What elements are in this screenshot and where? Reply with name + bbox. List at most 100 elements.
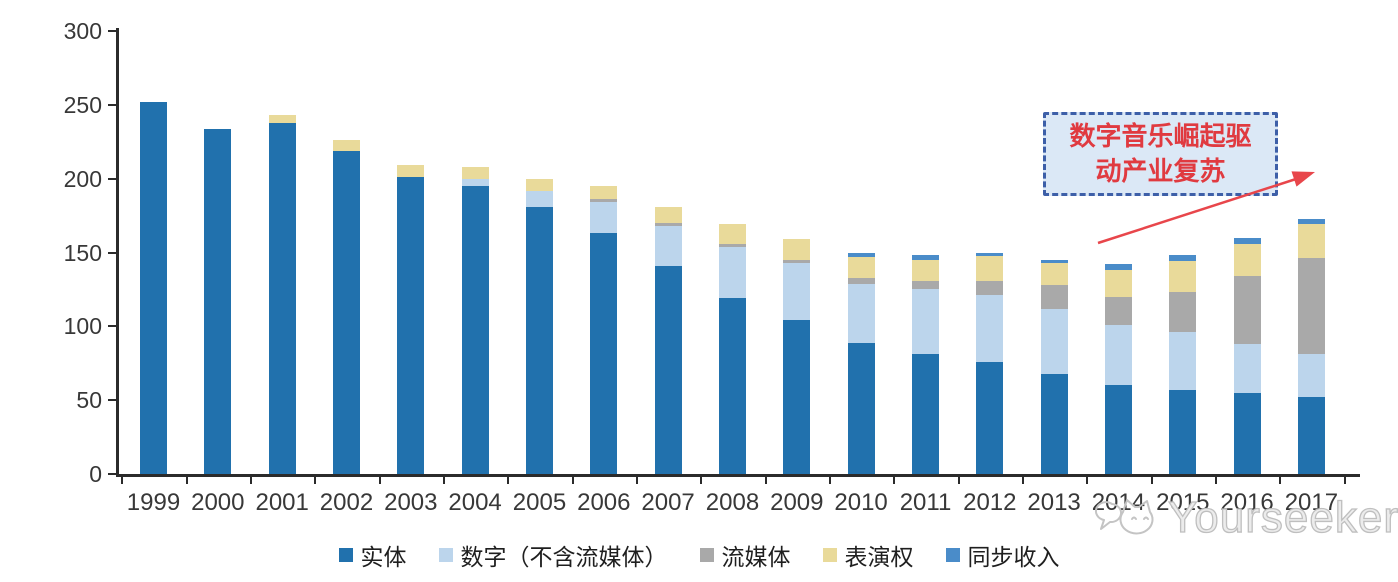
bar-2009	[783, 239, 811, 474]
bar-segment	[526, 178, 553, 191]
x-axis-label: 2011	[899, 489, 952, 516]
y-axis-tick-label: 300	[63, 18, 102, 44]
bar-segment	[1233, 243, 1261, 277]
bar-segment	[1233, 344, 1261, 393]
bar-segment	[140, 101, 167, 474]
bar-segment	[1040, 308, 1068, 374]
bar-segment	[590, 202, 618, 234]
annotation-text-line1: 数字音乐崛起驱	[1069, 121, 1252, 151]
bar-2001	[268, 115, 296, 474]
y-axis-tick	[108, 177, 116, 180]
x-axis-tick	[1343, 477, 1346, 484]
x-axis-tick	[893, 477, 896, 484]
watermark: Yourseeker	[1090, 486, 1398, 550]
bar-segment	[1169, 389, 1197, 474]
bar-segment	[590, 233, 618, 474]
bar-segment	[1104, 270, 1132, 297]
bar-segment	[268, 115, 296, 123]
x-axis-tick	[378, 477, 381, 484]
x-axis-tick	[314, 477, 317, 484]
bar-segment	[654, 225, 682, 266]
x-axis-tick	[829, 477, 831, 484]
bar-segment	[333, 150, 360, 474]
legend-label: 表演权	[844, 544, 914, 570]
bar-segment	[1169, 292, 1197, 333]
x-axis-tick	[1279, 477, 1282, 484]
bar-segment	[333, 140, 360, 151]
bar-segment	[912, 289, 939, 355]
legend-label: 同步收入	[967, 544, 1060, 570]
bar-segment	[1040, 373, 1068, 474]
bar-segment	[719, 246, 746, 299]
bar-segment	[1297, 218, 1325, 225]
bar-segment	[1040, 259, 1068, 263]
bar-segment	[526, 206, 553, 474]
x-axis-label: 2010	[834, 489, 888, 516]
bar-segment	[397, 177, 425, 474]
legend-label: 数字（不含流媒体）	[460, 544, 668, 570]
x-axis-tick	[1214, 477, 1217, 484]
watermark-text: Yourseeker	[1167, 492, 1398, 542]
bar-segment	[847, 252, 875, 257]
x-axis-label: 2015	[1156, 489, 1210, 516]
y-axis-tick-label: 0	[89, 461, 102, 487]
y-axis-tick	[108, 473, 116, 475]
y-axis-line	[116, 28, 119, 477]
x-axis-tick	[250, 477, 252, 484]
bar-segment	[912, 259, 939, 281]
x-axis-tick	[185, 477, 188, 484]
bar-segment	[783, 259, 811, 263]
bar-segment	[654, 265, 682, 474]
bar-segment	[847, 256, 875, 278]
bar-2003	[397, 165, 425, 474]
bar-segment	[976, 280, 1004, 296]
bar-segment	[461, 186, 489, 474]
x-axis-tick	[1086, 477, 1089, 484]
bar-segment	[1169, 255, 1197, 262]
bar-segment	[397, 165, 425, 178]
bar-2015	[1169, 255, 1197, 474]
y-axis-tick	[108, 30, 116, 32]
y-axis-tick	[108, 103, 116, 106]
bar-segment	[976, 295, 1004, 362]
x-axis-label: 2017	[1284, 489, 1339, 516]
bar-segment	[1233, 276, 1261, 345]
bar-segment	[912, 354, 939, 474]
legend-item: 流媒体	[699, 538, 791, 572]
bar-segment	[719, 298, 746, 474]
bar-2007	[654, 206, 682, 474]
x-axis-tick	[764, 477, 767, 484]
x-axis-label: 2002	[319, 489, 374, 516]
bar-segment	[847, 277, 875, 284]
bar-2000	[204, 128, 232, 474]
x-axis-tick	[1150, 477, 1153, 484]
bar-2017	[1297, 218, 1325, 474]
bar-segment	[976, 252, 1004, 256]
bar-1999	[140, 101, 167, 474]
bar-2004	[461, 166, 489, 474]
legend-swatch	[699, 548, 714, 562]
bar-segment	[1104, 324, 1132, 386]
x-axis-label: 2007	[641, 489, 695, 516]
x-axis-tick	[571, 477, 574, 484]
x-axis-label: 2001	[255, 489, 309, 516]
x-axis-label: 2000	[191, 489, 245, 516]
legend-swatch	[822, 548, 837, 562]
bar-segment	[719, 224, 746, 244]
bar-segment	[1297, 354, 1325, 398]
bar-segment	[1297, 224, 1325, 259]
bar-segment	[847, 283, 875, 343]
bar-segment	[268, 122, 296, 474]
bar-2011	[912, 255, 939, 474]
y-axis-tick	[108, 251, 116, 254]
legend-item: 实体	[338, 538, 407, 572]
bar-segment	[1169, 332, 1197, 390]
y-axis-tick-label: 150	[63, 239, 102, 266]
bar-2016	[1233, 237, 1261, 474]
bar-segment	[654, 206, 682, 223]
bar-segment	[204, 128, 232, 474]
x-axis-label: 2009	[770, 489, 824, 516]
bar-segment	[783, 262, 811, 321]
bar-segment	[912, 255, 939, 260]
annotation-text-line2: 动产业复苏	[1095, 156, 1226, 186]
